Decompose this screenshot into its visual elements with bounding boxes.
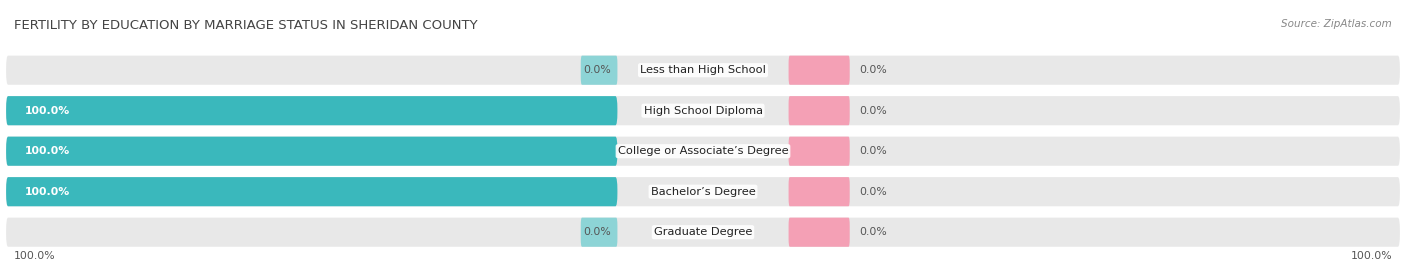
FancyBboxPatch shape <box>6 96 1400 125</box>
FancyBboxPatch shape <box>789 96 849 125</box>
FancyBboxPatch shape <box>789 177 849 206</box>
FancyBboxPatch shape <box>6 137 1400 166</box>
FancyBboxPatch shape <box>789 137 849 166</box>
Text: College or Associate’s Degree: College or Associate’s Degree <box>617 146 789 156</box>
Text: 0.0%: 0.0% <box>859 227 887 237</box>
FancyBboxPatch shape <box>789 218 849 247</box>
Text: 0.0%: 0.0% <box>583 65 612 75</box>
Text: 0.0%: 0.0% <box>859 146 887 156</box>
FancyBboxPatch shape <box>6 96 617 125</box>
Text: FERTILITY BY EDUCATION BY MARRIAGE STATUS IN SHERIDAN COUNTY: FERTILITY BY EDUCATION BY MARRIAGE STATU… <box>14 19 478 32</box>
FancyBboxPatch shape <box>581 56 617 85</box>
FancyBboxPatch shape <box>6 56 1400 85</box>
Text: Source: ZipAtlas.com: Source: ZipAtlas.com <box>1281 19 1392 29</box>
Text: High School Diploma: High School Diploma <box>644 106 762 116</box>
Text: 100.0%: 100.0% <box>14 251 56 261</box>
Text: 100.0%: 100.0% <box>1350 251 1392 261</box>
FancyBboxPatch shape <box>6 177 617 206</box>
Text: 100.0%: 100.0% <box>24 106 70 116</box>
Text: Bachelor’s Degree: Bachelor’s Degree <box>651 187 755 197</box>
Text: 0.0%: 0.0% <box>859 106 887 116</box>
Text: 0.0%: 0.0% <box>859 65 887 75</box>
Text: Less than High School: Less than High School <box>640 65 766 75</box>
FancyBboxPatch shape <box>6 218 1400 247</box>
Text: 0.0%: 0.0% <box>583 227 612 237</box>
FancyBboxPatch shape <box>6 137 617 166</box>
Text: Graduate Degree: Graduate Degree <box>654 227 752 237</box>
FancyBboxPatch shape <box>789 56 849 85</box>
FancyBboxPatch shape <box>581 218 617 247</box>
Text: 100.0%: 100.0% <box>24 146 70 156</box>
Text: 100.0%: 100.0% <box>24 187 70 197</box>
FancyBboxPatch shape <box>6 177 1400 206</box>
Text: 0.0%: 0.0% <box>859 187 887 197</box>
